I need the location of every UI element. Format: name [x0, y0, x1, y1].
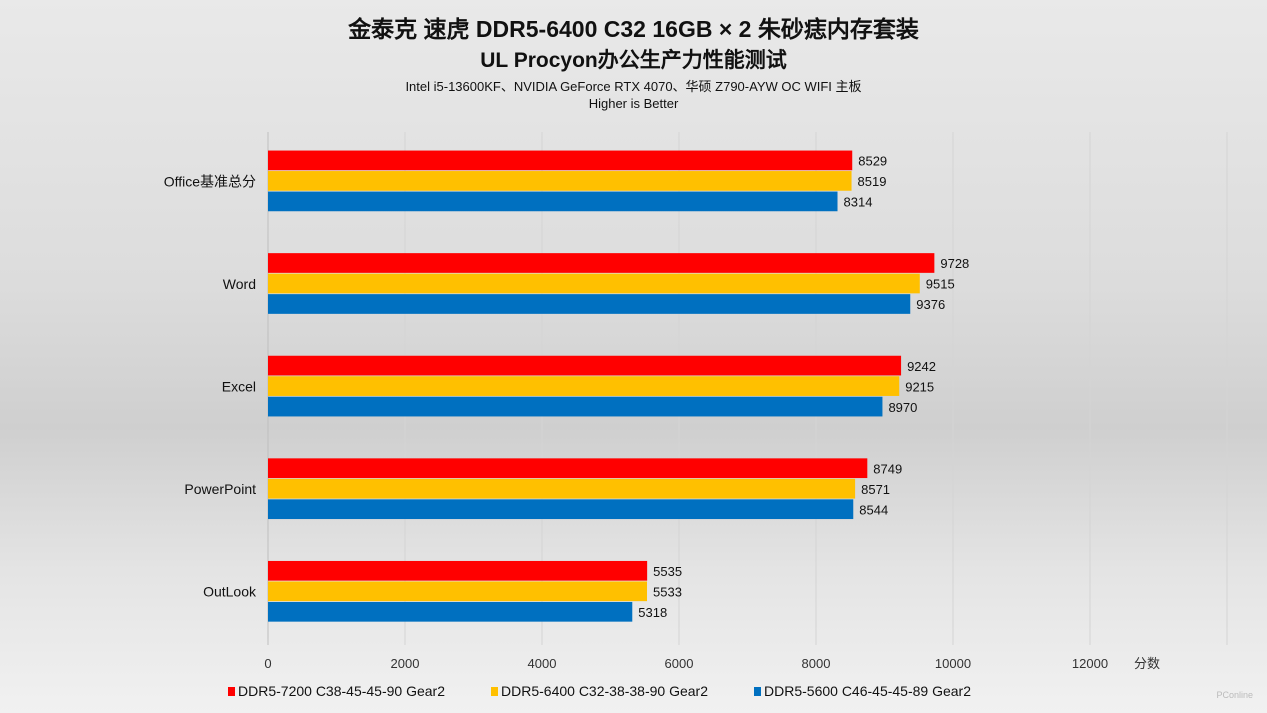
legend-label: DDR5-7200 C38-45-45-90 Gear2 — [238, 683, 445, 699]
x-tick-label: 2000 — [391, 656, 420, 671]
bar — [268, 560, 648, 581]
data-label: 8544 — [859, 502, 888, 517]
data-label: 8519 — [858, 174, 887, 189]
bar — [268, 355, 902, 376]
data-label: 9515 — [926, 277, 955, 292]
x-tick-label: 4000 — [528, 656, 557, 671]
category-label: PowerPoint — [184, 481, 256, 497]
legend-label: DDR5-6400 C32-38-38-90 Gear2 — [501, 683, 708, 699]
x-axis-label: 分数 — [1134, 656, 1160, 671]
x-tick-label: 6000 — [665, 656, 694, 671]
bar — [268, 499, 854, 520]
data-label: 8749 — [873, 461, 902, 476]
x-tick-label: 0 — [264, 656, 271, 671]
chart-subtitle: UL Procyon办公生产力性能测试 — [480, 49, 787, 72]
x-tick-label: 12000 — [1072, 656, 1108, 671]
data-label: 5535 — [653, 564, 682, 579]
category-label: Excel — [222, 379, 256, 395]
data-label: 9242 — [907, 359, 936, 374]
bar — [268, 253, 935, 273]
legend: DDR5-7200 C38-45-45-90 Gear2 DDR5-6400 C3… — [228, 683, 971, 699]
legend-swatch — [491, 686, 498, 696]
category-label: OutLook — [203, 584, 257, 600]
data-label: 8314 — [844, 195, 873, 210]
legend-label: DDR5-5600 C46-45-45-89 Gear2 — [764, 683, 971, 699]
bar — [268, 294, 911, 314]
watermark: PConline — [1216, 690, 1253, 700]
legend-swatch — [228, 686, 235, 696]
bar — [268, 396, 883, 417]
bar — [268, 171, 852, 191]
legend-item: DDR5-6400 C32-38-38-90 Gear2 — [491, 683, 708, 699]
bar — [268, 458, 868, 479]
category-label: Word — [223, 276, 256, 292]
legend-item: DDR5-7200 C38-45-45-90 Gear2 — [228, 683, 445, 699]
higher-is-better-note: Higher is Better — [588, 96, 679, 111]
bar — [268, 601, 633, 622]
x-tick-label: 8000 — [802, 656, 831, 671]
legend-swatch — [754, 686, 761, 696]
test-config: Intel i5-13600KF、NVIDIA GeForce RTX 4070… — [405, 79, 862, 94]
data-label: 5533 — [653, 584, 682, 599]
data-label: 9215 — [905, 379, 934, 394]
bar — [268, 150, 853, 171]
bar — [268, 191, 838, 212]
bar — [268, 581, 648, 602]
bar — [268, 273, 920, 294]
x-tick-label: 10000 — [935, 656, 971, 671]
data-label: 8571 — [861, 482, 890, 497]
bar — [268, 478, 856, 499]
chart-title: 金泰克 速虎 DDR5-6400 C32 16GB × 2 朱砂痣内存套装 — [348, 16, 919, 42]
data-label: 9376 — [916, 297, 945, 312]
data-label: 9728 — [940, 256, 969, 271]
data-label: 8529 — [858, 154, 887, 169]
data-label: 8970 — [888, 400, 917, 415]
bar — [268, 376, 900, 396]
data-label: 5318 — [638, 605, 667, 620]
legend-item: DDR5-5600 C46-45-45-89 Gear2 — [754, 683, 971, 699]
category-label: Office基准总分 — [164, 173, 256, 189]
